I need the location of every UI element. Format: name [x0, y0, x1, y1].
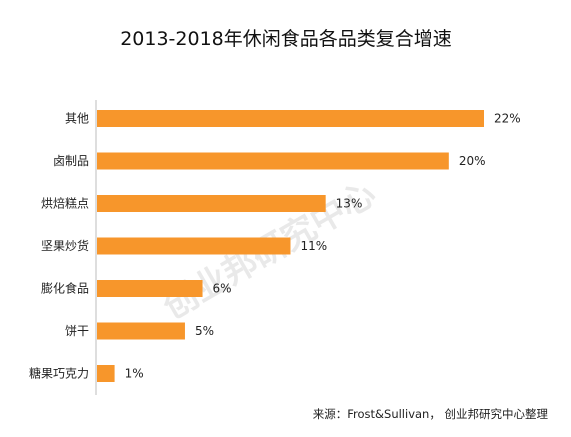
category-label-2: 烘焙糕点: [41, 196, 89, 211]
category-label-4: 膨化食品: [41, 281, 89, 296]
value-label-1: 20%: [459, 154, 486, 168]
category-label-0: 其他: [65, 112, 89, 126]
bar-5: [97, 322, 185, 340]
bar-1: [97, 152, 449, 170]
bar-4: [97, 280, 203, 297]
bar-0: [97, 110, 484, 127]
source-note: 来源：Frost&Sullivan， 创业邦研究中心整理: [313, 407, 549, 421]
value-labels-group: 22% 20% 13% 11% 6% 5% 1%: [125, 112, 521, 381]
bar-6: [97, 365, 115, 382]
bar-2: [97, 195, 326, 212]
category-label-3: 坚果炒货: [41, 238, 89, 253]
value-label-3: 11%: [301, 239, 328, 253]
category-label-5: 饼干: [65, 324, 89, 338]
value-label-2: 13%: [336, 197, 363, 211]
value-label-0: 22%: [494, 112, 521, 126]
value-label-4: 6%: [213, 282, 232, 296]
bars-group: [97, 110, 484, 382]
category-label-1: 卤制品: [53, 154, 89, 168]
value-label-5: 5%: [195, 324, 214, 338]
chart-title: 2013-2018年休闲食品各品类复合增速: [120, 28, 452, 50]
category-label-6: 糖果巧克力: [29, 366, 89, 381]
value-label-6: 1%: [125, 367, 144, 381]
bar-3: [97, 237, 291, 255]
